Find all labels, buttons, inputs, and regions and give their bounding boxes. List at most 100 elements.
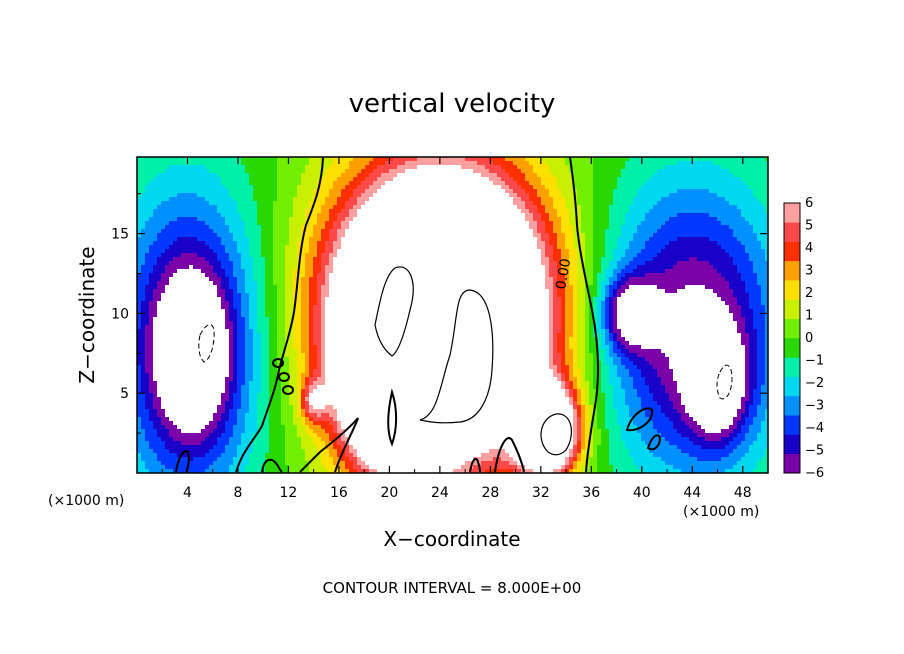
field-cell — [217, 161, 222, 166]
field-cell — [609, 173, 614, 178]
field-cell — [341, 157, 346, 162]
field-cell — [229, 257, 234, 262]
field-cell — [141, 257, 146, 262]
field-cell — [141, 197, 146, 202]
field-cell — [397, 161, 402, 166]
field-cell — [629, 265, 634, 270]
field-cell — [637, 209, 642, 214]
field-cell — [365, 197, 370, 202]
field-cell — [393, 273, 398, 278]
field-cell — [469, 281, 474, 286]
field-cell — [429, 269, 434, 274]
field-cell — [521, 217, 526, 222]
field-cell — [237, 229, 242, 234]
field-cell — [717, 221, 722, 226]
field-cell — [381, 261, 386, 266]
field-cell — [225, 241, 230, 246]
field-cell — [757, 173, 762, 178]
field-cell — [349, 181, 354, 186]
field-cell — [213, 233, 218, 238]
field-cell — [269, 173, 274, 178]
field-cell — [205, 245, 210, 250]
field-cell — [397, 189, 402, 194]
field-cell — [313, 253, 318, 258]
field-cell — [537, 205, 542, 210]
field-cell — [193, 269, 198, 274]
field-cell — [705, 181, 710, 186]
field-cell — [533, 209, 538, 214]
field-cell — [201, 221, 206, 226]
field-cell — [721, 197, 726, 202]
field-cell — [337, 237, 342, 242]
field-cell — [321, 261, 326, 266]
field-cell — [277, 181, 282, 186]
field-cell — [165, 237, 170, 242]
field-cell — [297, 233, 302, 238]
field-cell — [765, 265, 768, 270]
field-cell — [201, 281, 206, 286]
field-cell — [401, 233, 406, 238]
field-cell — [641, 249, 646, 254]
field-cell — [661, 169, 666, 174]
field-cell — [429, 237, 434, 242]
field-cell — [493, 249, 498, 254]
field-cell — [245, 241, 250, 246]
field-cell — [665, 185, 670, 190]
field-cell — [429, 253, 434, 258]
field-cell — [393, 177, 398, 182]
field-cell — [333, 193, 338, 198]
field-cell — [589, 257, 594, 262]
field-cell — [665, 193, 670, 198]
field-cell — [565, 225, 570, 230]
field-cell — [545, 261, 550, 266]
field-cell — [221, 225, 226, 230]
field-cell — [181, 161, 186, 166]
field-cell — [237, 273, 242, 278]
field-cell — [557, 249, 562, 254]
field-cell — [381, 245, 386, 250]
field-cell — [281, 233, 286, 238]
field-cell — [229, 225, 234, 230]
field-cell — [649, 213, 654, 218]
field-cell — [189, 169, 194, 174]
field-cell — [677, 265, 682, 270]
field-cell — [605, 157, 610, 162]
field-cell — [473, 169, 478, 174]
field-cell — [389, 217, 394, 222]
field-cell — [157, 221, 162, 226]
field-cell — [701, 233, 706, 238]
field-cell — [469, 181, 474, 186]
field-cell — [197, 193, 202, 198]
field-cell — [645, 221, 650, 226]
field-cell — [429, 197, 434, 202]
field-cell — [377, 173, 382, 178]
field-cell — [257, 261, 262, 266]
field-cell — [601, 201, 606, 206]
field-cell — [273, 241, 278, 246]
field-cell — [565, 261, 570, 266]
field-cell — [205, 237, 210, 242]
field-cell — [465, 197, 470, 202]
field-cell — [641, 245, 646, 250]
field-cell — [745, 241, 750, 246]
field-cell — [181, 217, 186, 222]
field-cell — [729, 165, 734, 170]
field-cell — [577, 165, 582, 170]
field-cell — [397, 193, 402, 198]
field-cell — [481, 257, 486, 262]
field-cell — [217, 233, 222, 238]
field-cell — [725, 185, 730, 190]
field-cell — [253, 217, 258, 222]
field-cell — [253, 245, 258, 250]
field-cell — [409, 213, 414, 218]
field-cell — [253, 157, 258, 162]
field-cell — [461, 177, 466, 182]
field-cell — [429, 261, 434, 266]
field-cell — [177, 261, 182, 266]
field-cell — [649, 269, 654, 274]
field-cell — [273, 273, 278, 278]
field-cell — [433, 165, 438, 170]
field-cell — [465, 233, 470, 238]
field-cell — [617, 261, 622, 266]
field-cell — [597, 169, 602, 174]
